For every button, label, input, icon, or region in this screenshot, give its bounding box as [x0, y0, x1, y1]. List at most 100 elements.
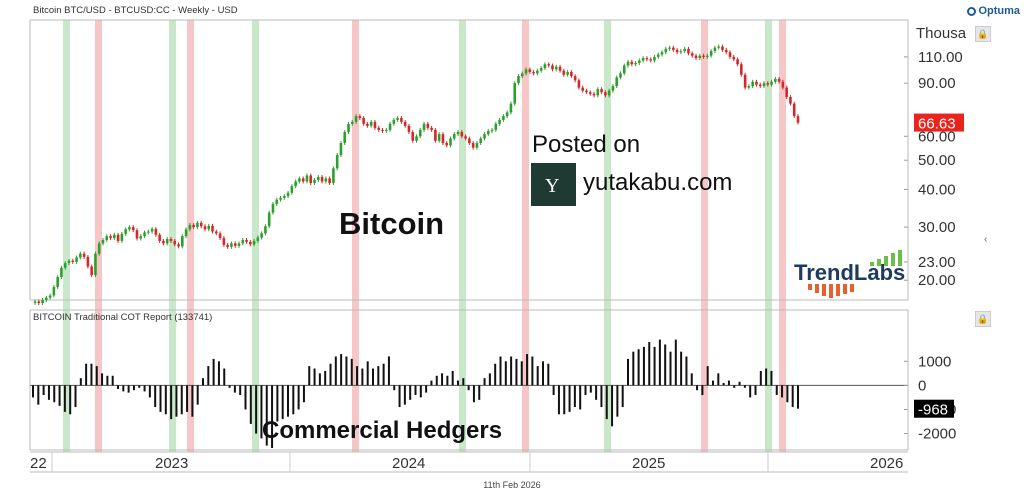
- cot-bar: [372, 368, 374, 386]
- time-axis-label: 2023: [155, 455, 188, 472]
- cot-bar: [435, 375, 438, 386]
- candle-body: [751, 81, 754, 87]
- candle-body: [558, 66, 562, 71]
- red-highlight-band: [352, 20, 359, 452]
- time-axis-label: 2026: [870, 455, 903, 472]
- price-tick-label: 23.00: [918, 254, 956, 271]
- cot-tick-label: 0: [918, 377, 926, 394]
- candle-body: [430, 127, 433, 130]
- candle-body: [441, 134, 445, 144]
- cot-last-label: -968: [918, 402, 948, 419]
- cot-bar: [632, 351, 635, 386]
- cot-bar: [611, 385, 614, 427]
- red-highlight-band: [95, 20, 102, 452]
- red-highlight-band: [522, 20, 529, 452]
- price-tick-label: 110.00: [918, 49, 963, 66]
- cot-bar: [478, 385, 481, 400]
- candle-body: [415, 136, 418, 141]
- candle-body: [252, 240, 256, 245]
- candle-body: [619, 73, 622, 78]
- candle-body: [713, 47, 717, 52]
- cot-bar: [345, 356, 348, 386]
- cot-bar: [281, 385, 284, 420]
- cot-bar: [324, 370, 327, 386]
- cot-bar: [722, 382, 725, 386]
- cot-bar: [579, 385, 582, 410]
- site-url-text: yutakabu.com: [583, 169, 732, 196]
- candle-body: [105, 236, 109, 240]
- cot-bar: [510, 356, 513, 386]
- cot-bar: [287, 385, 289, 417]
- candle-body: [362, 117, 365, 124]
- cot-bar: [132, 385, 135, 391]
- candle-body: [377, 127, 381, 130]
- candle-body: [781, 81, 785, 88]
- cot-bar: [759, 370, 762, 386]
- candle-body: [638, 60, 641, 63]
- trendlabs-down-bar: [815, 284, 819, 293]
- cot-bar: [717, 373, 720, 386]
- candle-body: [724, 49, 728, 53]
- candle-body: [687, 48, 690, 54]
- cot-bar: [425, 385, 428, 393]
- candle-body: [207, 225, 211, 230]
- cot-bar-series: [32, 339, 799, 448]
- candle-body: [456, 132, 460, 135]
- cot-bar: [696, 385, 699, 391]
- candle-body: [566, 72, 569, 75]
- candle-body: [596, 89, 600, 96]
- lock-icon[interactable]: 🔒: [975, 26, 991, 42]
- time-axis-label: 2025: [632, 455, 665, 472]
- cot-bar: [255, 385, 258, 434]
- cot-bar: [462, 378, 465, 386]
- candle-body: [158, 234, 161, 241]
- cot-bar: [69, 385, 72, 415]
- cot-bar: [685, 356, 688, 386]
- candle-body: [63, 263, 67, 268]
- candle-body: [79, 253, 82, 258]
- candle-body: [483, 134, 486, 139]
- green-highlight-band: [604, 20, 611, 452]
- candle-body: [581, 87, 584, 91]
- cot-bar: [472, 385, 475, 403]
- cot-bar: [557, 385, 560, 415]
- chevron-left-icon[interactable]: ‹: [984, 234, 988, 245]
- cot-bar: [356, 366, 359, 386]
- candle-body: [789, 96, 792, 104]
- candle-body: [554, 66, 558, 70]
- cot-bar: [393, 385, 396, 391]
- candle-body: [128, 227, 131, 230]
- cot-bar: [106, 375, 109, 386]
- candle-body: [777, 78, 781, 82]
- panel-frames: [29, 19, 909, 473]
- price-tick-label: 20.00: [918, 272, 956, 289]
- commercial-hedgers-label: Commercial Hedgers: [262, 417, 502, 444]
- cot-bar: [419, 385, 422, 398]
- candle-body: [222, 238, 226, 245]
- cot-bar: [457, 380, 459, 386]
- candle-body: [245, 239, 248, 242]
- red-highlight-band: [187, 20, 194, 452]
- cot-bar: [515, 358, 518, 386]
- candle-body: [607, 90, 611, 96]
- candle-body: [698, 55, 702, 59]
- cot-bar: [547, 363, 550, 386]
- candle-body: [56, 277, 59, 287]
- cot-bar: [446, 375, 449, 386]
- candle-body: [233, 243, 237, 246]
- candle-body: [366, 123, 369, 126]
- trendlabs-up-bar: [898, 250, 902, 266]
- cot-bar: [159, 385, 162, 412]
- cot-bar: [616, 385, 619, 417]
- lock-icon[interactable]: 🔒: [975, 311, 991, 327]
- candle-body: [60, 267, 63, 278]
- cot-bar: [47, 385, 50, 400]
- cot-bar: [74, 385, 77, 408]
- cot-bar: [664, 344, 667, 386]
- price-axis-unit: Thousa: [916, 25, 967, 42]
- cot-bar: [260, 385, 263, 439]
- cot-bar: [727, 380, 730, 386]
- candle-body: [101, 239, 105, 244]
- cot-bar: [680, 351, 683, 386]
- candle-body: [181, 236, 184, 247]
